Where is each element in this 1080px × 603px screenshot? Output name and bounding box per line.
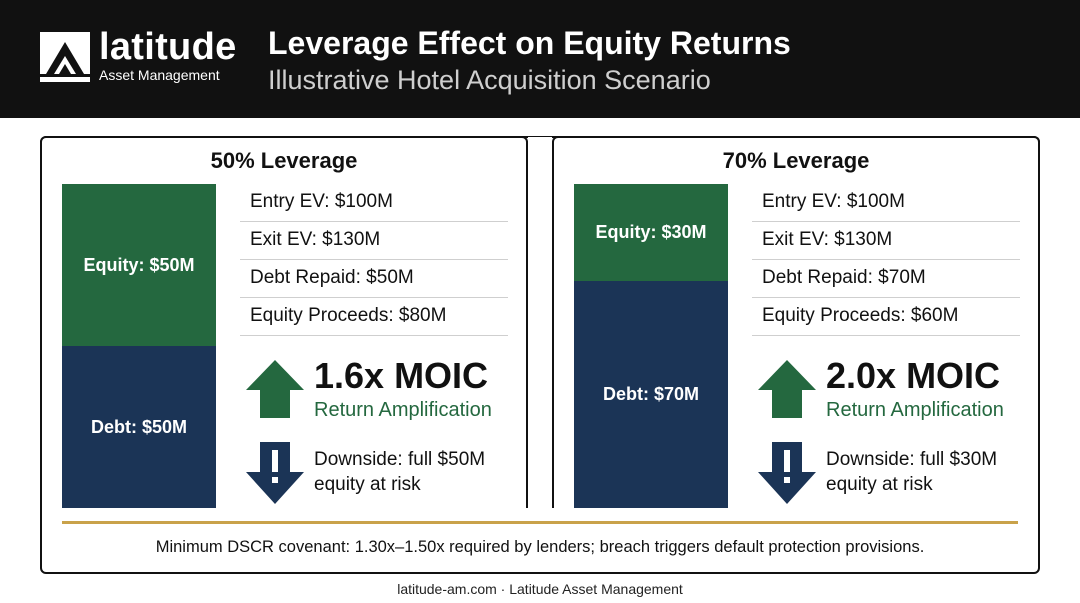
moic-value: 1.6x MOIC	[314, 355, 489, 396]
deal-metrics-list: Entry EV: $100M Exit EV: $130M Debt Repa…	[240, 184, 508, 336]
equity-segment: Equity: $50M	[62, 184, 216, 346]
metric-row-debt-repaid: Debt Repaid: $50M	[240, 260, 508, 298]
downside-note: Downside: full $30M equity at risk	[826, 449, 998, 495]
page-title: Leverage Effect on Equity Returns	[268, 25, 791, 61]
metric-row-entry-ev: Entry EV: $100M	[240, 184, 508, 222]
mountain-logo-icon	[40, 32, 90, 82]
metric-row-exit-ev: Exit EV: $130M	[240, 222, 508, 260]
up-arrow-icon	[246, 360, 304, 418]
logo-wordmark: latitude	[99, 26, 237, 68]
page-subtitle: Illustrative Hotel Acquisition Scenario	[268, 65, 711, 95]
deal-metrics-list: Entry EV: $100M Exit EV: $130M Debt Repa…	[752, 184, 1020, 336]
warning-down-arrow-icon	[758, 442, 816, 504]
covenant-note: Minimum DSCR covenant: 1.30x–1.50x requi…	[155, 538, 925, 556]
capital-stack-bar: Equity: $30M Debt: $70M	[574, 184, 728, 508]
downside-note: Downside: full $50M equity at risk	[314, 449, 486, 495]
return-amplification-label: Return Amplification	[314, 399, 492, 421]
scenario-panel-50: 50% Leverage Equity: $50M Debt: $50M Ent…	[40, 136, 528, 508]
metric-row-equity-proceeds: Equity Proceeds: $80M	[240, 298, 508, 336]
warning-down-arrow-icon	[246, 442, 304, 504]
debt-segment: Debt: $70M	[574, 281, 728, 508]
capital-stack-bar: Equity: $50M Debt: $50M	[62, 184, 216, 508]
metric-row-equity-proceeds: Equity Proceeds: $60M	[752, 298, 1020, 336]
accent-divider	[62, 521, 1018, 524]
metric-row-exit-ev: Exit EV: $130M	[752, 222, 1020, 260]
debt-segment: Debt: $50M	[62, 346, 216, 508]
footer: latitude-am.com · Latitude Asset Managem…	[397, 581, 683, 597]
scenario-panel-70: 70% Leverage Equity: $30M Debt: $70M Ent…	[552, 136, 1040, 508]
metric-row-debt-repaid: Debt Repaid: $70M	[752, 260, 1020, 298]
up-arrow-icon	[758, 360, 816, 418]
panel-title: 50% Leverage	[210, 148, 358, 173]
return-amplification-label: Return Amplification	[826, 399, 1004, 421]
logo-subtitle: Asset Management	[99, 67, 220, 83]
metric-row-entry-ev: Entry EV: $100M	[752, 184, 1020, 222]
header: latitude Asset Management Leverage Effec…	[0, 0, 1080, 118]
equity-segment: Equity: $30M	[574, 184, 728, 281]
panel-title: 70% Leverage	[722, 148, 870, 173]
moic-value: 2.0x MOIC	[826, 355, 1001, 396]
